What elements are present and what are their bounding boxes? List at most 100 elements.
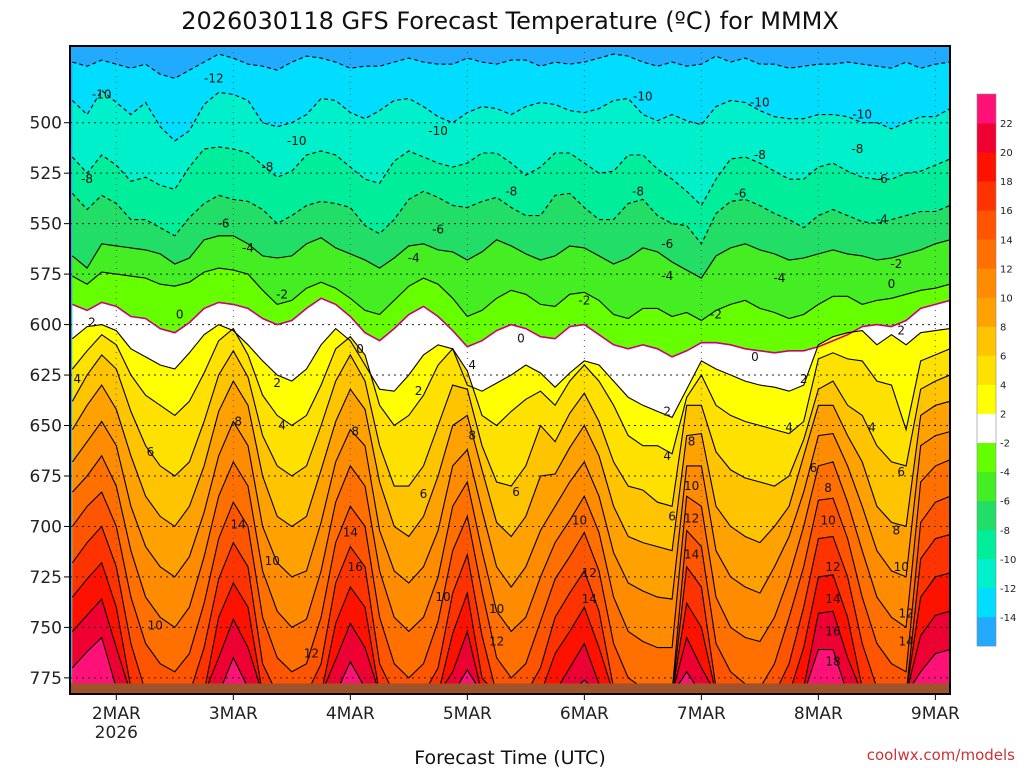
isotherm-0	[72, 297, 950, 358]
contour-label-1: -10	[92, 87, 112, 101]
contour-label-22: -4	[876, 213, 888, 227]
colorbar-swatch-2	[977, 558, 996, 589]
contour-label-52: 8	[468, 429, 476, 443]
contour-label-74: 14	[825, 592, 840, 606]
ground-layer	[70, 681, 950, 694]
pressure-gridlines	[70, 46, 950, 694]
x-tick-label-4MAR: 4MAR	[326, 704, 375, 724]
colorbar-swatch-17	[977, 123, 996, 153]
contour-label-46: 6	[512, 485, 520, 499]
colorbar-swatch-12	[977, 268, 996, 298]
contour-label-18: -4	[242, 241, 254, 255]
contour-label-33: 2	[897, 324, 905, 338]
colorbar-swatch-10	[977, 326, 996, 356]
contour-label-62: 10	[489, 602, 504, 616]
contour-label-34: 2	[273, 376, 281, 390]
contour-label-27: -2	[710, 307, 722, 321]
x-tick-label-8MAR: 8MAR	[794, 704, 843, 724]
colorbar-swatch-7	[977, 413, 996, 443]
contour-label-58: 10	[820, 513, 835, 527]
contour-label-30: 0	[517, 332, 525, 346]
colorbar-swatch-1	[977, 587, 996, 618]
x-tick-label-3MAR: 3MAR	[209, 704, 258, 724]
contour-label-64: 12	[684, 511, 699, 525]
contour-label-35: 2	[415, 384, 423, 398]
contour-label-16: -6	[876, 172, 888, 186]
x-tick-label-7MAR: 7MAR	[677, 704, 726, 724]
x-tick-sublabel-2MAR: 2026	[95, 723, 138, 743]
contour-label-70: 14	[231, 517, 246, 531]
isotherm-14	[71, 491, 950, 693]
contour-label-61: 10	[435, 590, 450, 604]
isotherm-18	[71, 561, 950, 694]
contour-label-56: 10	[684, 479, 699, 493]
contour-label-72: 14	[684, 548, 699, 562]
isotherm--4	[72, 235, 950, 279]
contour-labels: -12-10 -10 -10-10-10-10-8-8-8 -8-8 -8-6 -6-6-…	[73, 71, 913, 668]
contour-label-8: -8	[261, 160, 273, 174]
fill-band-10	[72, 421, 950, 694]
contour-label-42: 4	[785, 421, 793, 435]
y-tick-label-725: 725	[30, 568, 62, 588]
y-tick-label-500: 500	[30, 114, 62, 134]
plot-frame	[69, 45, 951, 695]
colorbar-swatch-18	[977, 94, 996, 124]
contour-label-21: -4	[773, 271, 785, 285]
colorbar-swatch-16	[977, 152, 996, 182]
contour-label-23: -2	[890, 257, 902, 271]
contour-label-32: 2	[88, 316, 96, 330]
isotherm-lines	[71, 53, 950, 694]
ground-fill	[70, 681, 950, 694]
isotherm-2	[72, 323, 950, 419]
contour-label-75: 14	[898, 635, 913, 649]
isotherm-10	[71, 420, 950, 600]
contour-label-77: 16	[825, 624, 840, 638]
contour-label-6: -10	[287, 134, 307, 148]
colorbar-swatch-11	[977, 297, 996, 327]
contour-label-78: 18	[825, 655, 840, 669]
isotherm--2	[72, 267, 950, 322]
colorbar-label-0: -14	[1000, 613, 1016, 624]
contour-label-40: 4	[278, 419, 286, 433]
contour-label-76: 16	[348, 560, 363, 574]
colorbar-label-6: -2	[1000, 439, 1010, 450]
contour-label-20: -4	[661, 269, 673, 283]
contour-label-48: 6	[810, 461, 818, 475]
contour-label-24: 0	[888, 277, 896, 291]
contour-label-36: 2	[663, 404, 671, 418]
contour-label-44: 6	[147, 445, 155, 459]
contour-label-3: -10	[750, 96, 770, 110]
colorbar-swatch-15	[977, 181, 996, 211]
contour-label-2: -10	[633, 89, 653, 103]
isotherm-6	[71, 349, 950, 507]
fill-band-12	[72, 455, 950, 694]
isotherm-4	[71, 327, 950, 455]
contour-label-11: -8	[754, 148, 766, 162]
fill-band-18	[72, 562, 950, 694]
contour-label-17: -6	[661, 237, 673, 251]
colorbar-label-12: 12	[1000, 264, 1013, 275]
contour-label-37: 2	[800, 372, 808, 386]
contour-label-53: 8	[688, 435, 696, 449]
contour-label-5: -10	[428, 124, 448, 138]
contour-label-14: -6	[432, 223, 444, 237]
y-tick-label-775: 775	[30, 669, 62, 689]
x-tick-label-2MAR: 2MAR	[92, 704, 141, 724]
x-tick-label-5MAR: 5MAR	[443, 704, 492, 724]
colorbar-swatch-3	[977, 529, 996, 560]
contour-label-73: 14	[582, 592, 597, 606]
contour-label-43: 4	[868, 421, 876, 435]
colorbar-label-5: -4	[1000, 468, 1010, 479]
contour-label-69: 12	[489, 635, 504, 649]
y-tick-label-650: 650	[30, 417, 62, 437]
contour-label-63: 10	[148, 618, 163, 632]
colorbar-swatch-0	[977, 616, 996, 647]
colorbar-label-1: -12	[1000, 584, 1016, 595]
contour-label-66: 12	[825, 560, 840, 574]
contour-label-68: 12	[304, 647, 319, 661]
colorbar-swatch-4	[977, 500, 996, 531]
contour-label-13: -6	[218, 217, 230, 231]
colorbar-swatch-8	[977, 384, 996, 414]
